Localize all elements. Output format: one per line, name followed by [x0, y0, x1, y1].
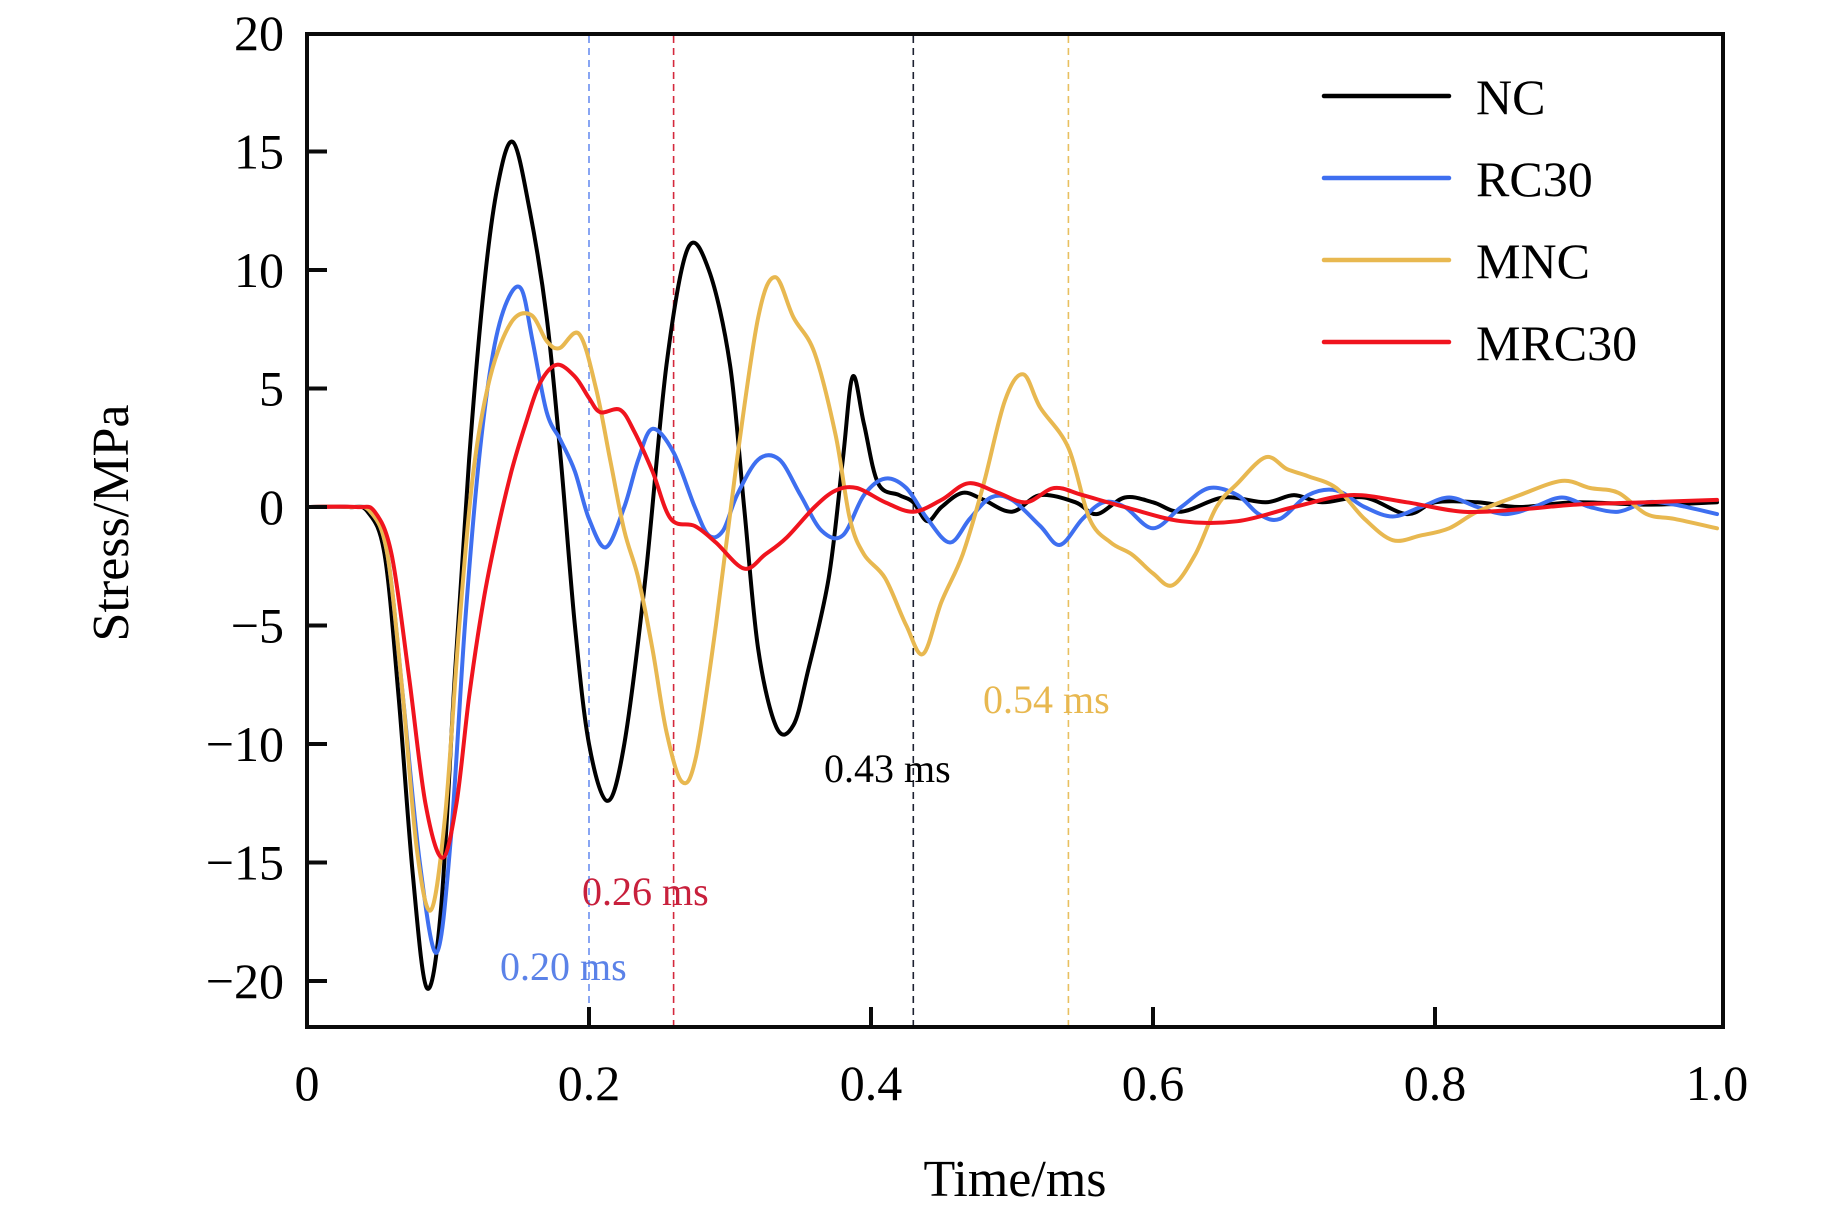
legend-label-rc30: RC30	[1476, 151, 1593, 207]
y-tick-label: 15	[234, 124, 284, 180]
annotation-label: 0.20 ms	[500, 944, 627, 989]
series-line-mrc30	[305, 362, 1719, 860]
x-tick-label: 0.6	[1122, 1055, 1185, 1111]
x-axis-label: Time/ms	[923, 1151, 1106, 1208]
y-tick-label: 10	[234, 242, 284, 298]
y-tick-label: −5	[231, 598, 284, 654]
legend-label-nc: NC	[1476, 69, 1545, 125]
series-line-rc30	[305, 284, 1719, 955]
axis-ticks	[307, 149, 1437, 1027]
x-tick-label: 0	[295, 1055, 320, 1111]
annotation-lines	[588, 36, 1070, 1025]
legend-label-mrc30: MRC30	[1476, 315, 1637, 371]
y-tick-label: −20	[206, 953, 284, 1009]
annotation-label: 0.43 ms	[824, 746, 951, 791]
x-tick-label: 1.0	[1686, 1055, 1749, 1111]
annotation-labels: 0.20 ms 0.26 ms 0.43 ms 0.54 ms	[500, 677, 1110, 989]
x-tick-label: 0.4	[840, 1055, 903, 1111]
y-tick-label: 5	[259, 361, 284, 417]
legend: NC RC30 MNC MRC30	[1321, 69, 1637, 371]
annotation-label: 0.26 ms	[582, 869, 709, 914]
series-layer	[305, 139, 1719, 991]
y-tick-label: −10	[206, 716, 284, 772]
annotation-label: 0.54 ms	[983, 677, 1110, 722]
legend-label-mnc: MNC	[1476, 233, 1590, 289]
x-tick-label: 0.2	[558, 1055, 621, 1111]
plot-frame	[305, 32, 1725, 1029]
series-line-mnc	[305, 275, 1719, 913]
y-tick-label: 0	[259, 479, 284, 535]
y-tick-label: 20	[234, 5, 284, 61]
x-tick-label: 0.8	[1404, 1055, 1467, 1111]
axis-tick-labels: 0 0.2 0.4 0.6 0.8 1.0 20 15 10 5 0 −5 −10 −15 −20	[206, 5, 1748, 1111]
y-tick-label: −15	[206, 835, 284, 891]
y-axis-label: Stress/MPa	[83, 405, 140, 642]
